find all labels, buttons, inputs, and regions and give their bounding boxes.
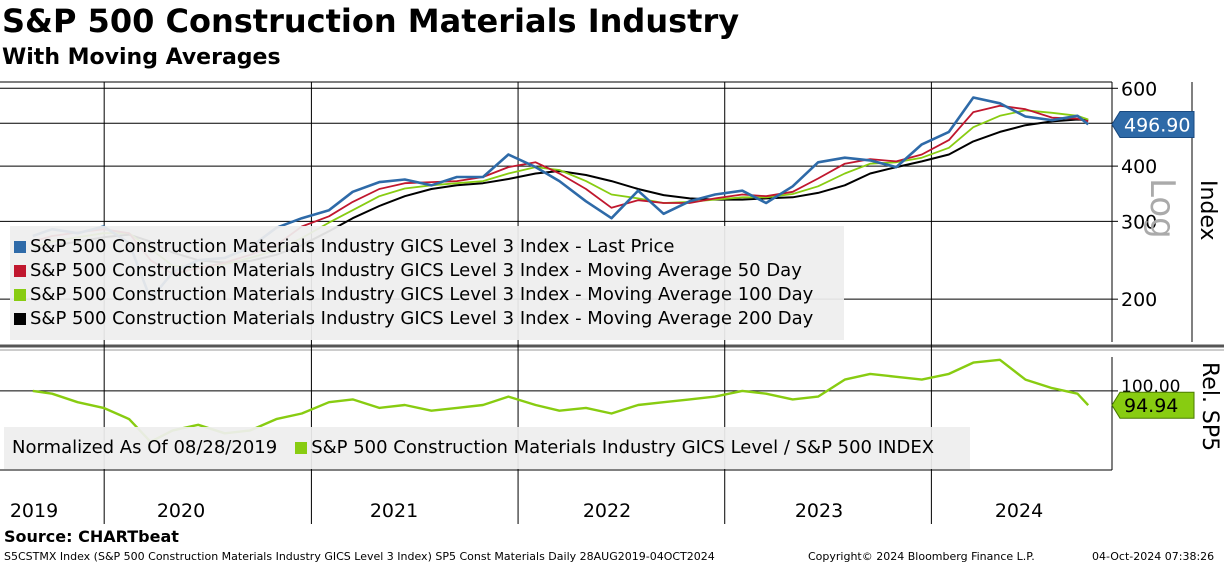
last-price-flag-shape [1111, 110, 1195, 138]
legend-swatch [14, 265, 26, 277]
x-tick-label: 2021 [369, 500, 419, 522]
legend-swatch [295, 442, 308, 454]
legend-label: S&P 500 Construction Materials Industry … [30, 236, 675, 257]
footer-ticker-info: S5CSTMX Index (S&P 500 Construction Mate… [4, 550, 715, 563]
legend-swatch [14, 241, 26, 253]
footer-copyright: Copyright© 2024 Bloomberg Finance L.P. [808, 550, 1035, 563]
x-tick-label: 2023 [794, 500, 844, 522]
x-tick-label: 2024 [994, 500, 1044, 522]
legend-label: S&P 500 Construction Materials Industry … [30, 284, 814, 305]
legend-label: S&P 500 Construction Materials Industry … [311, 437, 935, 458]
chart-subtitle: With Moving Averages [2, 45, 281, 70]
legend-swatch [14, 313, 26, 325]
y-tick-label: 400 [1121, 156, 1157, 178]
relative-legend: Normalized As Of 08/28/2019 S&P 500 Cons… [4, 427, 970, 469]
y-tick-label: 300 [1121, 211, 1157, 233]
source-note: Source: CHARTbeat [4, 527, 179, 546]
x-tick-label: 2019 [9, 500, 59, 522]
legend-item-ma50: S&P 500 Construction Materials Industry … [14, 259, 844, 283]
series-relative-sp5 [32, 358, 1090, 443]
y-axis-label-log: Log [1142, 178, 1182, 239]
last-price-flag-text: 496.90 [1124, 114, 1190, 136]
legend-item-last-price: S&P 500 Construction Materials Industry … [14, 235, 844, 259]
x-tick-label: 2020 [156, 500, 206, 522]
y-tick-label: 600 [1121, 78, 1157, 100]
price-legend: S&P 500 Construction Materials Industry … [10, 226, 844, 340]
legend-label: S&P 500 Construction Materials Industry … [30, 260, 802, 281]
normalized-note: Normalized As Of 08/28/2019 [12, 437, 278, 458]
x-tick-label: 2022 [582, 500, 632, 522]
legend-swatch [14, 289, 26, 301]
y-axis-label-rel: Rel. SP5 [1197, 362, 1222, 452]
footer-timestamp: 04-Oct-2024 07:38:26 [1092, 550, 1215, 563]
relative-flag-text: 94.94 [1124, 395, 1178, 417]
chart-title: S&P 500 Construction Materials Industry [2, 2, 740, 40]
legend-item-ma200: S&P 500 Construction Materials Industry … [14, 307, 844, 331]
y-axis-label-index: Index [1195, 180, 1220, 241]
legend-label: S&P 500 Construction Materials Industry … [30, 308, 814, 329]
relative-flag-shape [1111, 391, 1195, 419]
relative-flag: 94.94 [1111, 391, 1195, 419]
y-tick-label: 200 [1121, 289, 1157, 311]
legend-item-ma100: S&P 500 Construction Materials Industry … [14, 283, 844, 307]
last-price-flag: 496.90 [1111, 110, 1195, 138]
